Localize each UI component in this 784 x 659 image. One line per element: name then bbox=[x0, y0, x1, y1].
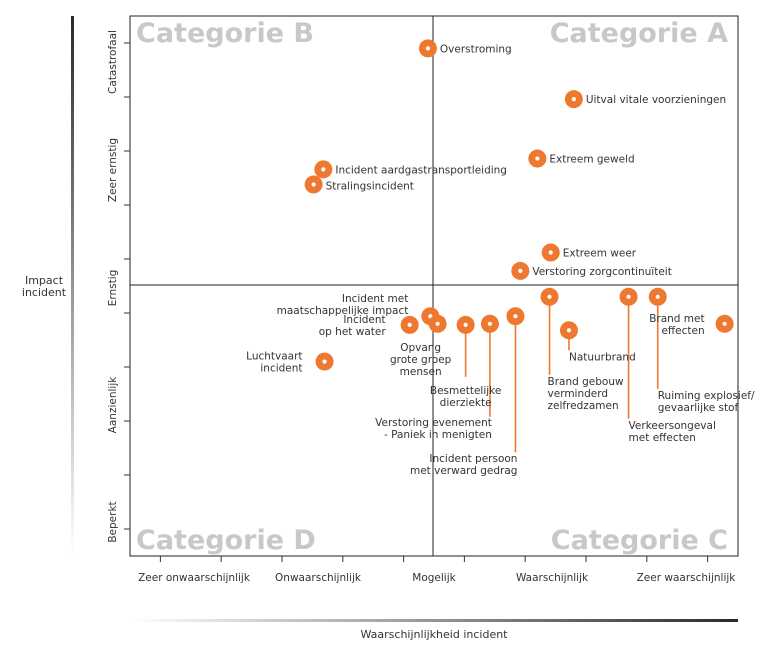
y-tick-label: Beperkt bbox=[107, 501, 119, 542]
data-label-line: Opvang bbox=[400, 342, 441, 354]
x-tick-label: Zeer waarschijnlijk bbox=[637, 572, 737, 584]
plot-frame bbox=[129, 15, 739, 557]
data-label-incident-aardgastransportleiding: Incident aardgastransportleiding bbox=[335, 164, 507, 176]
data-label-line: maatschappelijke impact bbox=[277, 305, 409, 317]
x-tick-labels: Zeer onwaarschijnlijk Onwaarschijnlijk M… bbox=[138, 572, 736, 584]
data-point-dot bbox=[321, 167, 326, 172]
x-tick-label: Zeer onwaarschijnlijk bbox=[138, 572, 251, 584]
y-tick-label: Zeer ernstig bbox=[107, 138, 119, 202]
data-point-dot bbox=[518, 268, 523, 273]
x-tick-label: Waarschijnlijk bbox=[516, 572, 589, 584]
data-point-dot bbox=[407, 322, 412, 327]
data-point-dot bbox=[655, 294, 660, 299]
data-label-line: Ruiming explosief/ bbox=[658, 390, 755, 402]
data-label-line: Luchtvaart bbox=[246, 351, 302, 363]
data-label-verstoring-zorgcontinuiteit: Verstoring zorgcontinuïteit bbox=[532, 266, 672, 278]
data-label-line: met effecten bbox=[629, 432, 696, 444]
data-label-line: Overstroming bbox=[440, 43, 512, 55]
data-point-dot bbox=[548, 250, 553, 255]
data-point-dot bbox=[311, 182, 316, 187]
data-label-verkeersongeval: Verkeersongeval met effecten bbox=[629, 420, 716, 444]
data-label-line: verminderd bbox=[548, 388, 609, 400]
x-axis-gradient-bar bbox=[130, 619, 738, 622]
data-label-line: gevaarlijke stof bbox=[658, 402, 739, 414]
y-axis-gradient-bar bbox=[71, 16, 74, 556]
data-point-dot bbox=[463, 322, 468, 327]
quadrant-labels: Categorie B Categorie A Categorie D Cate… bbox=[136, 18, 728, 556]
y-tick-labels: Beperkt Aanzienlijk Ernstig Zeer ernstig… bbox=[107, 30, 119, 543]
data-label-line: - Paniek in menigten bbox=[384, 429, 492, 441]
data-label-stralingsincident: Stralingsincident bbox=[326, 180, 414, 192]
data-label-line: Incident persoon bbox=[429, 453, 517, 465]
data-point-dot bbox=[535, 156, 540, 161]
quadrant-label-c: Categorie C bbox=[551, 525, 728, 556]
x-tick-label: Onwaarschijnlijk bbox=[275, 572, 362, 584]
data-label-line: Incident met bbox=[342, 293, 408, 305]
data-label-line: Extreem weer bbox=[563, 248, 637, 260]
data-label-brand-gebouw: Brand gebouw verminderd zelfredzamen bbox=[548, 376, 624, 412]
data-label-verstoring-evenement: Verstoring evenement - Paniek in menigten bbox=[375, 417, 492, 441]
data-label-line: dierziekte bbox=[440, 397, 492, 409]
data-point-dot bbox=[487, 321, 493, 326]
y-tick-label: Aanzienlijk bbox=[107, 376, 119, 434]
data-label-line: Verkeersongeval bbox=[629, 420, 716, 432]
data-label-line: zelfredzamen bbox=[548, 400, 619, 412]
data-label-extreem-weer: Extreem weer bbox=[563, 248, 637, 260]
quadrant-label-b: Categorie B bbox=[136, 18, 314, 49]
data-markers bbox=[304, 39, 734, 371]
data-label-line: Stralingsincident bbox=[326, 180, 414, 192]
data-label-luchtvaart-incident: Luchtvaart incident bbox=[246, 351, 302, 375]
data-label-line: incident bbox=[260, 363, 302, 375]
data-label-line: mensen bbox=[400, 366, 442, 378]
axis-ticks bbox=[124, 42, 709, 562]
y-tick-label: Ernstig bbox=[107, 270, 119, 307]
data-label-line: Brand met bbox=[649, 313, 704, 325]
y-axis-title-line-1: Impact bbox=[25, 274, 64, 287]
quadrant-label-a: Categorie A bbox=[550, 18, 728, 49]
data-point-dot bbox=[722, 321, 727, 326]
data-label-besmettelijke-dierziekte: Besmettelijke dierziekte bbox=[430, 385, 501, 409]
data-label-natuurbrand: Natuurbrand bbox=[569, 351, 636, 363]
data-point-dot bbox=[435, 321, 440, 326]
data-label-overstroming: Overstroming bbox=[440, 43, 512, 55]
data-label-uitval-vitale-voorzieningen: Uitval vitale voorzieningen bbox=[586, 94, 726, 106]
quadrant-label-d: Categorie D bbox=[136, 525, 316, 556]
data-label-incident-persoon-verward: Incident persoon met verward gedrag bbox=[410, 453, 518, 477]
data-label-line: Brand gebouw bbox=[548, 376, 624, 388]
data-label-incident-op-het-water: Incident op het water bbox=[319, 314, 387, 338]
data-label-line: effecten bbox=[661, 325, 704, 337]
data-label-line: Uitval vitale voorzieningen bbox=[586, 94, 726, 106]
data-point-dot bbox=[425, 46, 431, 51]
data-label-brand-met-effecten: Brand met effecten bbox=[649, 313, 704, 337]
data-label-extreem-geweld: Extreem geweld bbox=[549, 154, 634, 166]
data-label-line: Verstoring evenement bbox=[375, 417, 492, 429]
data-label-line: Incident aardgastransportleiding bbox=[335, 164, 507, 176]
data-point-dot bbox=[566, 328, 572, 333]
data-point-dot bbox=[513, 314, 518, 319]
data-point-dot bbox=[428, 314, 433, 319]
data-label-line: Extreem geweld bbox=[549, 154, 634, 166]
data-label-line: Incident bbox=[343, 314, 385, 326]
data-point-dot bbox=[322, 359, 327, 364]
data-label-line: Natuurbrand bbox=[569, 351, 636, 363]
x-axis-title: Waarschijnlijkheid incident bbox=[361, 628, 509, 641]
point-labels: Overstroming Uitval vitale voorzieningen I… bbox=[246, 43, 755, 477]
data-label-line: op het water bbox=[319, 326, 387, 338]
data-label-line: grote groep bbox=[390, 354, 452, 366]
x-tick-label: Mogelijk bbox=[412, 572, 456, 584]
data-point-dot bbox=[626, 294, 631, 299]
y-axis-title-line-2: incident bbox=[22, 286, 67, 299]
data-label-line: Verstoring zorgcontinuïteit bbox=[532, 266, 672, 278]
data-point-dot bbox=[547, 294, 552, 299]
data-label-line: Besmettelijke bbox=[430, 385, 501, 397]
data-label-opvang-grote-groep: Opvang grote groep mensen bbox=[390, 342, 452, 378]
data-label-incident-maatschappelijke-impact: Incident met maatschappelijke impact bbox=[277, 293, 409, 317]
y-tick-label: Catastrofaal bbox=[107, 30, 119, 94]
data-label-line: met verward gedrag bbox=[410, 465, 518, 477]
data-point-dot bbox=[571, 97, 576, 102]
data-label-ruiming-explosief: Ruiming explosief/gevaarlijke stof bbox=[658, 390, 755, 414]
